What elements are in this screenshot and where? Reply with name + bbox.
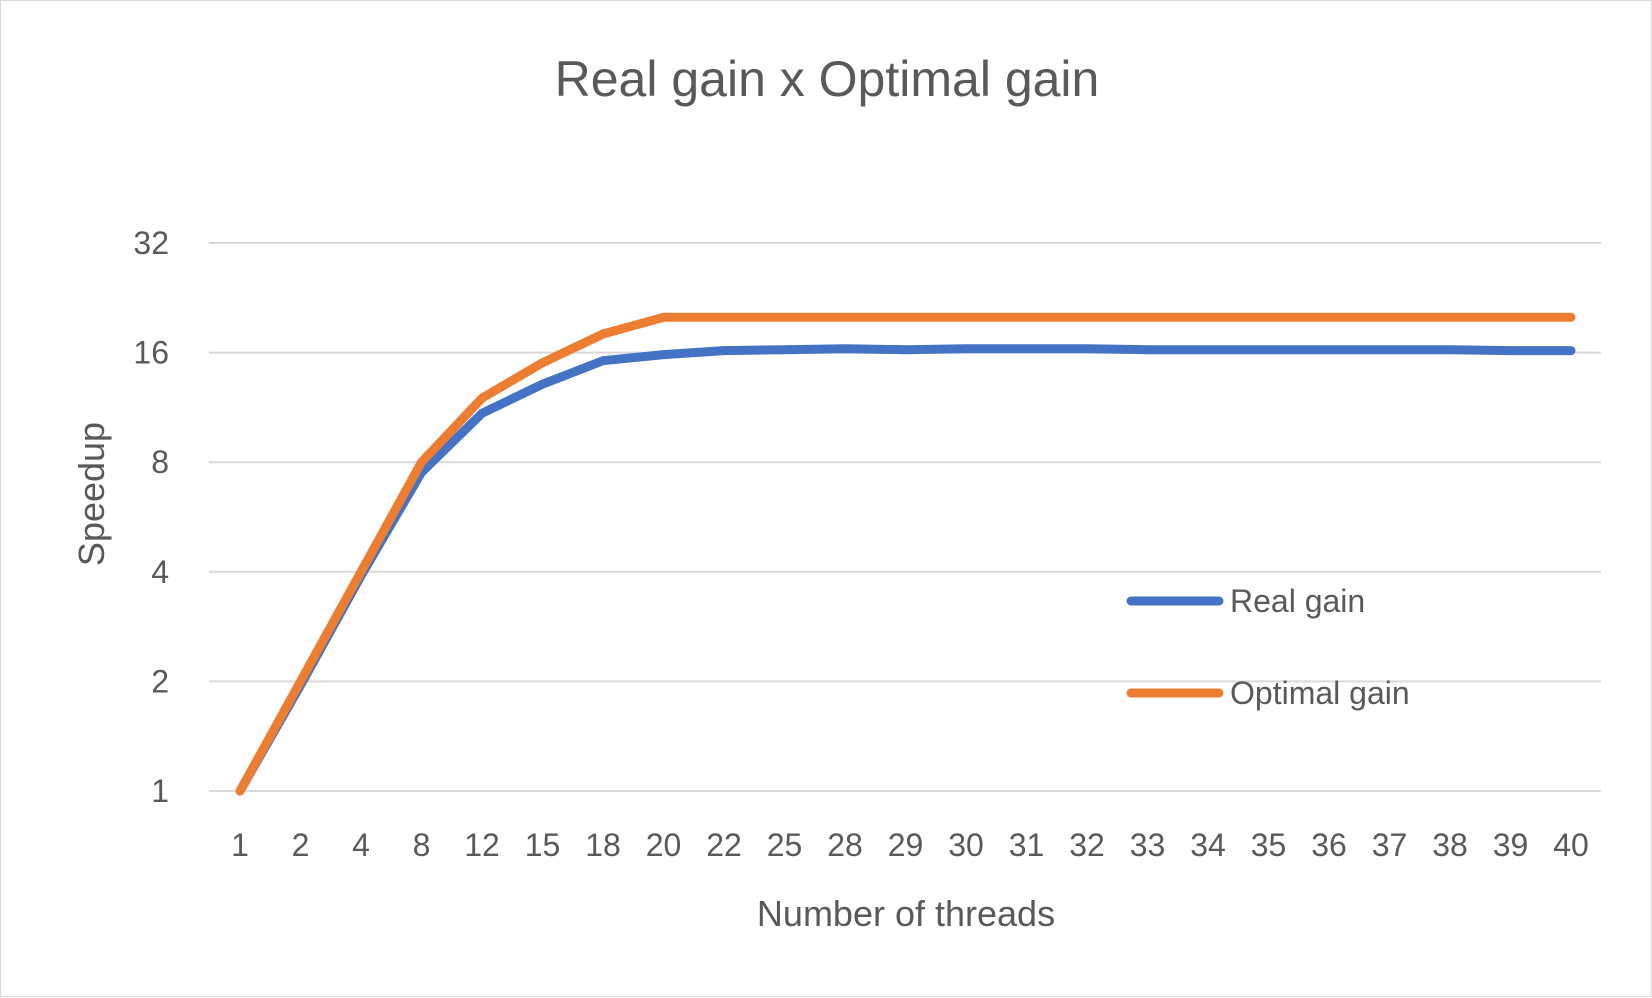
chart-title: Real gain x Optimal gain — [555, 51, 1100, 107]
series-line-real-gain — [235, 344, 1576, 796]
y-tick-label: 1 — [151, 773, 169, 809]
y-tick-label: 8 — [151, 444, 169, 480]
y-tick-label: 4 — [151, 554, 169, 590]
x-tick-label: 22 — [706, 827, 742, 863]
series-lines — [235, 312, 1576, 796]
x-tick-label: 39 — [1493, 827, 1529, 863]
x-tick-label: 28 — [827, 827, 863, 863]
x-tick-label: 38 — [1432, 827, 1468, 863]
x-tick-label: 15 — [525, 827, 561, 863]
legend-label: Optimal gain — [1230, 675, 1410, 711]
legend-label: Real gain — [1230, 583, 1365, 619]
x-tick-label: 29 — [888, 827, 924, 863]
x-tick-label: 36 — [1311, 827, 1347, 863]
x-tick-label: 18 — [585, 827, 621, 863]
x-tick-label: 31 — [1009, 827, 1045, 863]
x-tick-label: 20 — [646, 827, 682, 863]
x-tick-label: 33 — [1130, 827, 1166, 863]
y-axis-title: Speedup — [71, 422, 112, 566]
x-tick-label: 2 — [292, 827, 310, 863]
x-tick-label: 34 — [1190, 827, 1226, 863]
x-tick-label: 4 — [352, 827, 370, 863]
y-tick-label: 16 — [133, 335, 169, 371]
x-tick-label: 40 — [1553, 827, 1589, 863]
x-tick-label: 1 — [231, 827, 249, 863]
y-tick-label: 2 — [151, 663, 169, 699]
x-tick-label: 8 — [413, 827, 431, 863]
x-tick-label: 37 — [1372, 827, 1408, 863]
y-axis-ticks: 1 2 4 8 16 32 — [133, 225, 169, 809]
x-tick-label: 32 — [1069, 827, 1105, 863]
x-tick-label: 12 — [464, 827, 500, 863]
x-tick-label: 30 — [948, 827, 984, 863]
legend-item: Real gain — [1126, 583, 1365, 619]
y-tick-label: 32 — [133, 225, 169, 261]
x-tick-label: 35 — [1251, 827, 1287, 863]
series-line-optimal-gain — [235, 312, 1576, 796]
x-tick-label: 25 — [767, 827, 803, 863]
legend: Real gain Optimal gain — [1126, 583, 1410, 711]
x-axis-title: Number of threads — [757, 893, 1055, 934]
legend-item: Optimal gain — [1126, 675, 1410, 711]
x-axis-ticks: 1 2 4 8 12 15 18 20 22 25 28 29 30 31 32 33 34 35 36 37 38 39… — [231, 827, 1589, 863]
